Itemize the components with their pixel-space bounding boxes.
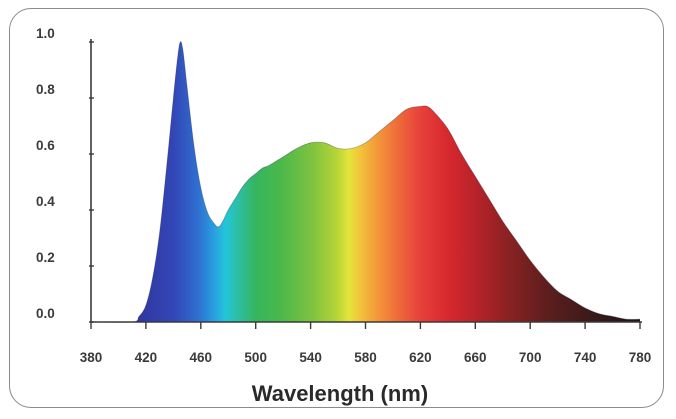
x-tick-label: 780 [629,350,652,365]
x-tick-label: 740 [574,350,597,365]
y-tick-label: 0.8 [36,82,55,97]
x-tick-label: 580 [354,350,377,365]
x-tick-label: 700 [519,350,542,365]
x-tick-label: 380 [80,350,103,365]
y-tick-label: 0.4 [36,194,55,209]
spectrum-area [91,41,640,323]
x-tick-label: 540 [299,350,322,365]
x-tick-label: 420 [135,350,158,365]
x-tick-label: 660 [464,350,487,365]
y-tick-label: 0.2 [36,250,55,265]
y-tick-label: 1.0 [36,26,55,41]
spectrum-line [90,41,641,323]
x-tick-label: 460 [190,350,213,365]
y-tick-label: 0.6 [36,138,55,153]
x-axis-title: Wavelength (nm) [252,381,428,406]
y-tick-label: 0.0 [36,306,55,321]
x-tick-label: 500 [244,350,267,365]
x-tick-label: 620 [409,350,432,365]
